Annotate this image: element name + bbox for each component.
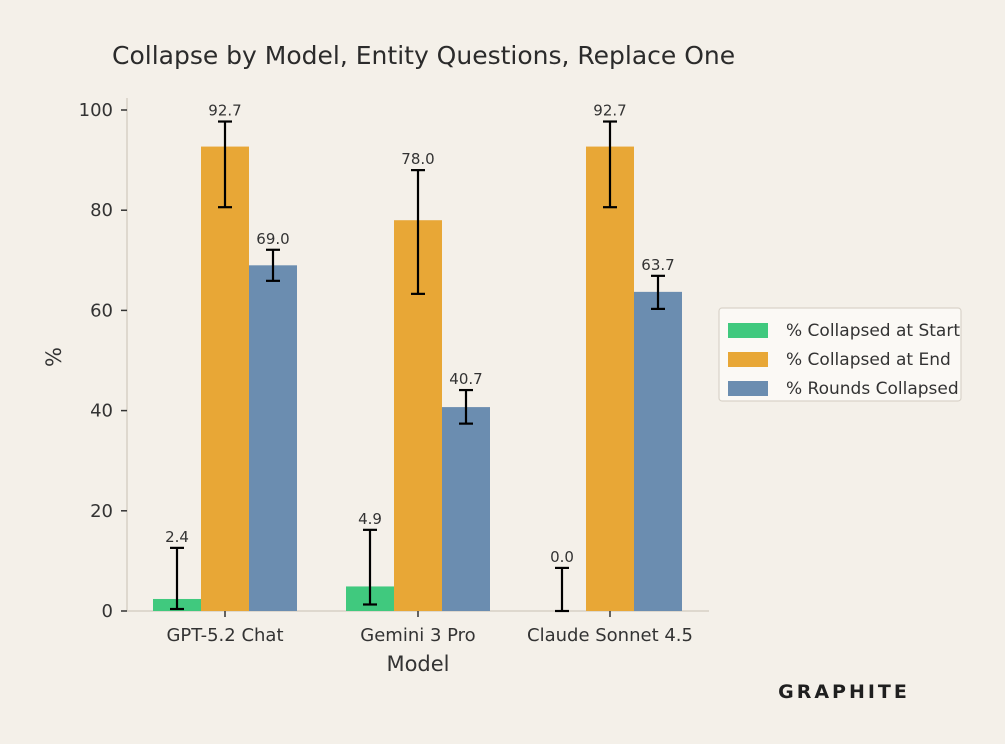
bar	[586, 146, 634, 611]
bar	[634, 291, 682, 611]
data-label: 0.0	[550, 548, 574, 566]
legend-label: % Rounds Collapsed	[786, 379, 959, 399]
x-axis-label: Model	[386, 652, 449, 676]
error-bars-group	[170, 120, 665, 613]
legend-label: % Collapsed at Start	[786, 321, 960, 341]
x-tick-label: GPT-5.2 Chat	[166, 625, 283, 646]
bar	[201, 146, 249, 611]
y-tick-label: 20	[90, 501, 113, 522]
data-labels-group: 2.4 4.9 0.0 92.7 78.0 92.7 69.0 40.7 63.7	[165, 102, 675, 566]
brand-logo: GRAPHITE	[778, 681, 910, 703]
data-label: 2.4	[165, 528, 189, 546]
y-tick-label: 60	[90, 300, 113, 321]
data-label: 78.0	[401, 150, 434, 168]
data-label: 92.7	[208, 102, 241, 120]
legend-box	[718, 307, 962, 402]
data-label: 69.0	[256, 230, 289, 248]
data-label: 40.7	[449, 370, 482, 388]
legend-swatch	[728, 323, 768, 338]
y-tick-label: 40	[90, 401, 113, 422]
x-tick-label: Claude Sonnet 4.5	[527, 625, 693, 646]
data-label: 4.9	[358, 510, 382, 528]
data-label: 92.7	[593, 102, 626, 120]
y-tick-label: 80	[90, 200, 113, 221]
y-tick-label: 0	[102, 601, 113, 622]
legend-label: % Collapsed at End	[786, 350, 951, 370]
y-tick-label: 100	[79, 100, 113, 121]
legend: % Collapsed at Start % Collapsed at End % …	[718, 307, 962, 402]
bar	[442, 407, 490, 611]
data-label: 63.7	[641, 256, 674, 274]
chart-title: Collapse by Model, Entity Questions, Rep…	[112, 41, 735, 70]
legend-swatch	[728, 352, 768, 367]
legend-swatch	[728, 381, 768, 396]
bar	[249, 265, 297, 611]
axes: 0 20 40 60 80 100 GPT-5.2 Chat Gemini 3 Pro Clau…	[79, 98, 709, 646]
y-axis-label: %	[42, 347, 66, 367]
x-tick-label: Gemini 3 Pro	[360, 625, 475, 646]
